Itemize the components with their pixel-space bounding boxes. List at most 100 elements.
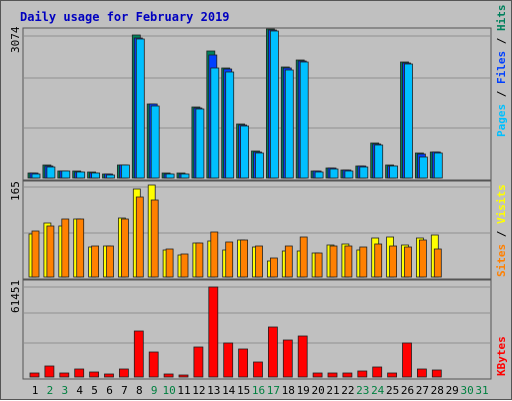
bar-pages-day-20 — [314, 171, 324, 179]
panel3-max-label: 61451 — [9, 280, 22, 313]
bar-sites-day-12 — [195, 242, 204, 278]
panel-kbytes — [22, 279, 492, 380]
bar-pages-day-18 — [284, 69, 294, 179]
bar-pages-day-26 — [404, 63, 413, 179]
bar-pages-day-8 — [135, 38, 145, 179]
bar-kbytes-day-4 — [74, 368, 85, 378]
bar-pages-day-27 — [418, 156, 428, 179]
bar-kbytes-day-3 — [59, 372, 70, 378]
day-label-15: 15 — [237, 384, 250, 397]
bar-pages-day-21 — [329, 168, 339, 179]
bar-kbytes-day-1 — [29, 372, 40, 378]
bar-pages-day-5 — [91, 172, 100, 179]
bar-kbytes-day-21 — [327, 372, 338, 378]
bar-sites-day-24 — [374, 243, 383, 278]
bar-pages-day-24 — [374, 144, 384, 179]
panel1-max-label: 3074 — [9, 26, 22, 53]
panel2-max-label: 165 — [9, 181, 22, 201]
bar-sites-day-11 — [180, 253, 189, 278]
bar-pages-day-12 — [195, 108, 205, 179]
bar-kbytes-day-15 — [238, 348, 249, 378]
bar-pages-day-4 — [76, 171, 86, 179]
day-label-18: 18 — [282, 384, 295, 397]
legend-sites-visits: Sites / Visits — [495, 184, 508, 277]
bar-pages-day-19 — [299, 61, 309, 179]
legend-hits: Hits — [495, 5, 508, 32]
bar-sites-day-18 — [284, 245, 293, 278]
bar-kbytes-day-10 — [163, 373, 174, 378]
day-label-30: 30 — [460, 384, 473, 397]
day-label-21: 21 — [326, 384, 339, 397]
day-label-25: 25 — [386, 384, 399, 397]
legend-files: Files — [495, 51, 508, 84]
bar-sites-day-17 — [269, 257, 278, 278]
bar-kbytes-day-20 — [312, 372, 323, 378]
legend-sep-2: / — [495, 37, 508, 44]
legend-kbytes: KBytes — [495, 336, 508, 376]
bar-kbytes-day-2 — [44, 365, 55, 378]
legend-sep-3: / — [495, 230, 508, 237]
bar-sites-day-19 — [299, 236, 308, 278]
day-label-9: 9 — [151, 384, 158, 397]
bar-pages-day-2 — [46, 166, 56, 179]
bar-pages-day-28 — [433, 152, 443, 179]
legend-pages: Pages — [495, 104, 508, 137]
day-label-6: 6 — [106, 384, 113, 397]
bar-sites-day-16 — [255, 245, 263, 278]
day-label-3: 3 — [61, 384, 68, 397]
day-label-12: 12 — [192, 384, 205, 397]
bar-kbytes-day-5 — [89, 371, 99, 378]
bar-kbytes-day-17 — [267, 326, 278, 378]
bar-sites-day-21 — [329, 245, 338, 278]
bar-pages-day-10 — [165, 173, 175, 179]
day-label-5: 5 — [91, 384, 98, 397]
bar-kbytes-day-26 — [402, 342, 412, 378]
bar-pages-day-7 — [121, 164, 130, 179]
bar-sites-day-25 — [389, 245, 398, 278]
bars — [27, 28, 443, 378]
bar-sites-day-13 — [210, 231, 219, 278]
bar-pages-day-22 — [344, 170, 354, 179]
day-label-27: 27 — [416, 384, 429, 397]
bar-kbytes-day-8 — [133, 330, 144, 378]
bar-pages-day-25 — [389, 165, 399, 179]
bar-kbytes-day-16 — [253, 361, 263, 378]
bar-kbytes-day-6 — [104, 373, 114, 378]
bar-kbytes-day-27 — [416, 368, 427, 378]
day-label-23: 23 — [356, 384, 369, 397]
day-label-13: 13 — [207, 384, 220, 397]
bar-sites-day-27 — [418, 239, 427, 278]
bar-pages-day-11 — [180, 173, 190, 179]
bar-sites-day-9 — [150, 199, 159, 278]
day-label-20: 20 — [311, 384, 324, 397]
day-label-14: 14 — [222, 384, 236, 397]
day-label-26: 26 — [401, 384, 414, 397]
bar-kbytes-day-9 — [148, 351, 159, 378]
day-label-29: 29 — [446, 384, 459, 397]
bar-kbytes-day-19 — [297, 335, 308, 378]
bar-sites-day-23 — [359, 246, 368, 278]
bar-pages-day-13 — [210, 67, 220, 179]
bar-pages-day-14 — [225, 71, 235, 179]
bar-kbytes-day-12 — [193, 346, 204, 378]
bar-pages-day-9 — [150, 105, 160, 179]
bar-kbytes-day-22 — [342, 372, 353, 378]
chart-title: Daily usage for February 2019 — [20, 10, 230, 24]
legend-visits: Visits — [495, 184, 508, 224]
bar-sites-day-14 — [225, 241, 234, 278]
bar-sites-day-22 — [344, 245, 353, 278]
day-label-24: 24 — [371, 384, 385, 397]
day-label-31: 31 — [475, 384, 488, 397]
bar-pages-day-15 — [240, 125, 250, 179]
bar-pages-day-23 — [359, 166, 369, 179]
bar-kbytes-day-28 — [431, 369, 442, 378]
bar-kbytes-day-7 — [119, 368, 129, 378]
day-label-7: 7 — [121, 384, 128, 397]
bar-pages-day-16 — [255, 152, 264, 179]
bar-sites-day-4 — [76, 218, 85, 278]
day-label-16: 16 — [252, 384, 265, 397]
day-labels: 1 2 3 4 5 6 7 8 9 10 11 12 13 14 15 16 17 18 19 20 21 22 23 24 2… — [32, 384, 489, 397]
day-label-28: 28 — [431, 384, 444, 397]
